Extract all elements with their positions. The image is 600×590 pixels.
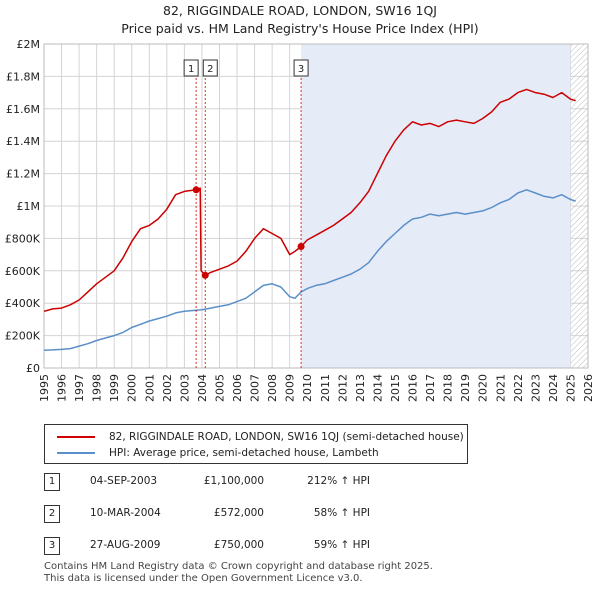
x-tick-label: 2018 [442, 374, 455, 402]
table-row: 3 27-AUG-2009 £750,000 59% ↑ HPI [44, 537, 464, 555]
x-tick-label: 2011 [319, 374, 332, 402]
x-tick-label: 2012 [336, 374, 349, 402]
transaction-hpi: 59% ↑ HPI [313, 539, 370, 551]
x-tick-label: 2000 [126, 374, 139, 402]
plot-border [43, 43, 589, 369]
legend-item-price: 82, RIGGINDALE ROAD, LONDON, SW16 1QJ (s… [57, 430, 464, 444]
hpi-line [43, 189, 576, 351]
footer: Contains HM Land Registry data © Crown c… [44, 561, 433, 585]
sale-point [192, 186, 200, 194]
x-tick-label: 2021 [494, 374, 507, 402]
y-tick-label: £1.2M [6, 168, 40, 181]
x-tick-label: 2014 [371, 374, 384, 402]
x-tick-label: 2024 [547, 374, 560, 402]
table-row: 2 10-MAR-2004 £572,000 58% ↑ HPI [44, 505, 464, 523]
x-tick-label: 1998 [91, 374, 104, 402]
x-tick-label: 2023 [529, 374, 542, 402]
price-chart: £0 £200K £400K £600K £800K £1M £1.2M £1.4M £1.6M… [5, 38, 595, 402]
legend-swatch-price [57, 436, 95, 438]
transaction-date: 27-AUG-2009 [90, 539, 161, 551]
x-tick-label: 1996 [56, 374, 69, 402]
chart-title: 82, RIGGINDALE ROAD, LONDON, SW16 1QJ [163, 3, 437, 18]
legend-label-price: 82, RIGGINDALE ROAD, LONDON, SW16 1QJ (s… [109, 431, 464, 443]
x-tick-label: 2015 [389, 374, 402, 402]
x-tick-label: 2019 [459, 374, 472, 402]
sale-label-number: 3 [298, 64, 304, 75]
x-tick-label: 2016 [407, 374, 420, 402]
x-tick-label: 2009 [284, 374, 297, 402]
x-tick-label: 2017 [424, 374, 437, 402]
x-tick-label: 2006 [231, 374, 244, 402]
forecast-hatch [570, 44, 588, 368]
transaction-number: 3 [44, 537, 60, 555]
y-tick-label: £0 [26, 362, 40, 375]
post-sale-shade [301, 44, 571, 368]
y-tick-label: £200K [5, 330, 41, 343]
x-tick-label: 2025 [564, 374, 577, 402]
transaction-price: £1,100,000 [203, 475, 264, 487]
y-tick-label: £400K [5, 297, 41, 310]
y-tick-label: £2M [17, 38, 41, 51]
transaction-number: 1 [44, 473, 60, 491]
x-tick-label: 2002 [161, 374, 174, 402]
table-row: 1 04-SEP-2003 £1,100,000 212% ↑ HPI [44, 473, 464, 491]
x-tick-label: 2022 [512, 374, 525, 402]
sale-label-number: 2 [207, 64, 213, 75]
footer-licence: This data is licensed under the Open Gov… [44, 573, 363, 584]
x-tick-label: 2001 [143, 374, 156, 402]
sale-label-number: 1 [188, 64, 194, 75]
sale-label-box [202, 59, 218, 77]
sale-point [297, 243, 305, 250]
transaction-price: £572,000 [213, 507, 264, 519]
y-tick-label: £1.4M [6, 135, 40, 148]
x-tick-label: 2010 [301, 374, 314, 402]
x-tick-label: 2007 [249, 374, 262, 402]
transaction-number: 2 [44, 505, 60, 523]
sale-point [201, 271, 209, 279]
sale-label-box [183, 59, 199, 77]
x-tick-label: 2003 [178, 374, 191, 402]
legend-label-hpi: HPI: Average price, semi-detached house,… [109, 447, 379, 459]
x-tick-label: 1997 [73, 374, 86, 402]
chart-subtitle: Price paid vs. HM Land Registry's House … [121, 21, 479, 36]
transaction-date: 04-SEP-2003 [90, 475, 158, 487]
y-tick-label: £1M [17, 200, 41, 213]
x-tick-label: 1995 [38, 374, 51, 402]
y-tick-label: £800K [5, 232, 41, 245]
x-tick-label: 1999 [108, 374, 121, 402]
legend-item-hpi: HPI: Average price, semi-detached house,… [57, 446, 379, 460]
y-tick-label: £1.8M [6, 70, 40, 83]
transaction-hpi: 58% ↑ HPI [313, 507, 370, 519]
sale-label-box [293, 59, 309, 77]
x-tick-label: 2008 [266, 374, 279, 402]
x-tick-label: 2020 [477, 374, 490, 402]
footer-copyright: Contains HM Land Registry data © Crown c… [44, 561, 433, 572]
transaction-price: £750,000 [213, 539, 264, 551]
x-tick-label: 2026 [582, 374, 595, 402]
chart-legend: 82, RIGGINDALE ROAD, LONDON, SW16 1QJ (s… [44, 424, 468, 464]
x-tick-label: 2005 [213, 374, 226, 402]
transaction-date: 10-MAR-2004 [90, 507, 161, 519]
y-tick-label: £1.6M [6, 103, 40, 116]
transaction-hpi: 212% ↑ HPI [307, 475, 370, 487]
y-tick-label: £600K [5, 265, 41, 278]
x-tick-label: 2013 [354, 374, 367, 402]
x-tick-label: 2004 [196, 374, 209, 402]
legend-swatch-hpi [57, 452, 95, 454]
